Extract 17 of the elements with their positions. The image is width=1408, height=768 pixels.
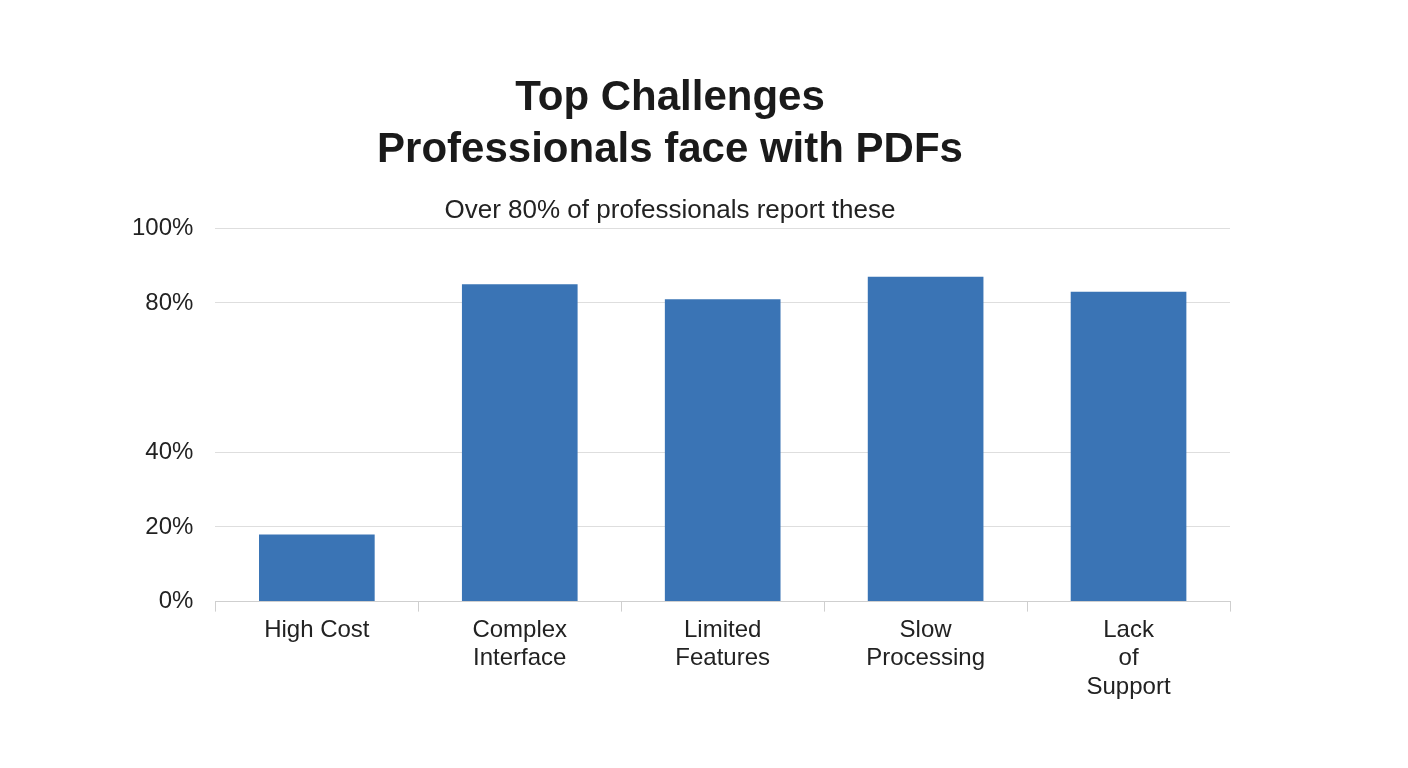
y-tick-label: 80% [145, 287, 194, 315]
bar [867, 276, 984, 602]
y-tick-label: 100% [131, 212, 194, 240]
chart-title: Top Challenges Professionals face with PDFs [377, 71, 963, 172]
bar [664, 299, 781, 602]
x-tick-label: Limited Features [675, 614, 771, 671]
bar [259, 534, 375, 602]
bar [461, 284, 578, 602]
x-tick-label: High Cost [264, 614, 370, 642]
x-tick-label: Complex Interface [472, 614, 568, 671]
chart-subtitle: Over 80% of professionals report these [444, 193, 896, 224]
x-tick-label: Lack of Support [1086, 614, 1171, 700]
y-tick-label: 40% [145, 436, 194, 464]
y-tick-label: 0% [158, 586, 194, 614]
y-tick-label: 20% [145, 511, 194, 539]
x-tick-label: Slow Processing [866, 614, 985, 671]
bar [1070, 291, 1187, 602]
